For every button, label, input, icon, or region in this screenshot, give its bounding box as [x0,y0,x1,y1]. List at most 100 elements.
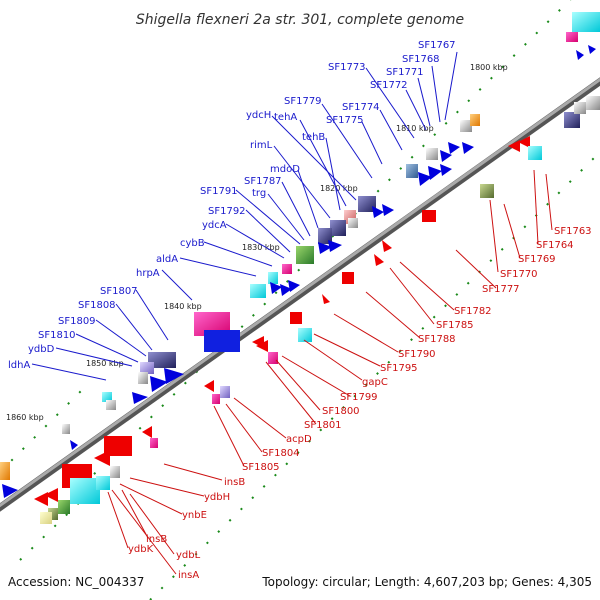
gene-label-fwd[interactable]: tehA [274,112,297,123]
gene-arrow-fwd[interactable] [288,280,300,292]
gene-block-rev[interactable] [58,500,70,514]
gene-arrow-fwd[interactable] [440,150,452,162]
gene-label-fwd[interactable]: SF1774 [342,102,380,113]
gene-block-rev[interactable] [298,328,312,342]
gene-arrow-fwd[interactable] [280,284,292,296]
gene-block-fwd[interactable] [572,12,600,32]
gene-arrow-rev[interactable] [508,140,520,152]
gene-label-rev[interactable]: SF1790 [398,349,436,360]
gene-label-fwd[interactable]: SF1775 [326,115,364,126]
gene-block-fwd[interactable] [470,114,480,126]
gene-label-rev[interactable]: SF1763 [554,226,592,237]
gene-label-rev[interactable]: SF1801 [304,420,342,431]
gene-block-rev[interactable] [150,438,158,448]
gene-arrow-rev[interactable] [382,240,392,252]
gene-label-rev[interactable]: SF1799 [340,392,378,403]
gene-block-fwd[interactable] [204,330,240,352]
gene-label-fwd[interactable]: SF1787 [244,176,282,187]
gene-label-rev[interactable]: ynbE [182,510,207,521]
gene-block-fwd[interactable] [564,112,580,128]
gene-block-rev[interactable] [110,466,120,478]
gene-label-fwd[interactable]: SF1768 [402,54,440,65]
gene-arrow-fwd[interactable] [132,392,148,404]
gene-label-rev[interactable]: SF1795 [380,363,418,374]
gene-label-fwd[interactable]: mdoD [270,164,300,175]
gene-label-fwd[interactable]: SF1772 [370,80,408,91]
gene-block-rev[interactable] [40,512,52,524]
gene-block-rev[interactable] [220,386,230,398]
gene-block-rev[interactable] [480,184,494,198]
gene-arrow-fwd[interactable] [2,484,18,498]
gene-label-fwd[interactable]: rimL [250,140,273,151]
gene-label-fwd[interactable]: cybB [180,238,205,249]
gene-block-rev[interactable] [96,476,110,490]
gene-arrow-rev[interactable] [204,380,214,392]
gene-label-fwd[interactable]: ydcA [202,220,227,231]
gene-block-fwd[interactable] [282,264,292,274]
gene-label-fwd[interactable]: SF1792 [208,206,246,217]
gene-arrow-fwd[interactable] [576,50,584,60]
gene-label-rev[interactable]: ydbL [176,550,201,561]
gene-label-rev[interactable]: SF1769 [518,254,556,265]
gene-block-rev[interactable] [70,478,100,504]
gene-block-rev[interactable] [422,210,436,222]
gene-label-fwd[interactable]: ldhA [8,360,30,371]
gene-label-rev[interactable]: SF1782 [454,306,492,317]
gene-arrow-rev[interactable] [322,294,330,304]
gene-block-fwd[interactable] [0,462,10,480]
gene-arrow-fwd[interactable] [428,166,442,180]
gene-label-rev[interactable]: SF1770 [500,269,538,280]
gene-block-fwd[interactable] [106,400,116,410]
gene-label-fwd[interactable]: SF1808 [78,300,116,311]
gene-arrow-fwd[interactable] [150,376,168,392]
gene-block-rev[interactable] [528,146,542,160]
gene-block-fwd[interactable] [574,102,586,114]
gene-arrow-rev[interactable] [34,492,48,506]
gene-label-rev[interactable]: insA [178,570,199,581]
gene-block-rev[interactable] [290,312,302,324]
gene-block-fwd[interactable] [138,372,148,384]
gene-label-rev[interactable]: SF1764 [536,240,574,251]
gene-arrow-fwd[interactable] [418,172,432,186]
gene-label-fwd[interactable]: aldA [156,254,178,265]
gene-arrow-rev[interactable] [142,426,152,438]
gene-label-fwd[interactable]: ydbD [28,344,55,355]
gene-block-rev[interactable] [268,352,278,364]
gene-block-rev[interactable] [104,436,132,456]
gene-arrow-fwd[interactable] [164,368,184,384]
gene-block-fwd[interactable] [330,220,346,236]
gene-block-fwd[interactable] [250,284,266,298]
gene-arrow-rev[interactable] [94,450,110,466]
gene-label-rev[interactable]: SF1804 [262,448,300,459]
gene-arrow-fwd[interactable] [328,240,342,252]
gene-label-rev[interactable]: SF1785 [436,320,474,331]
gene-label-fwd[interactable]: SF1771 [386,67,424,78]
gene-block-fwd[interactable] [348,218,358,228]
gene-label-fwd[interactable]: SF1810 [38,330,76,341]
gene-block-fwd[interactable] [62,424,70,434]
gene-arrow-fwd[interactable] [462,142,474,154]
gene-label-rev[interactable]: acpD [286,434,312,445]
gene-label-fwd[interactable]: ydcH [246,110,271,121]
gene-arrow-rev[interactable] [374,254,384,266]
gene-label-fwd[interactable]: SF1779 [284,96,322,107]
gene-block-fwd[interactable] [296,246,314,264]
gene-arrow-fwd[interactable] [382,204,394,216]
gene-block-rev[interactable] [48,508,58,520]
gene-label-rev[interactable]: ydbH [204,492,230,503]
gene-arrow-fwd[interactable] [270,282,282,294]
gene-label-rev[interactable]: insB [146,534,167,545]
gene-block-fwd[interactable] [358,196,376,212]
gene-arrow-rev[interactable] [252,336,264,348]
gene-block-fwd[interactable] [586,96,600,110]
gene-label-rev[interactable]: SF1788 [418,334,456,345]
gene-label-rev[interactable]: ydbK [128,544,154,555]
gene-label-fwd[interactable]: hrpA [136,268,160,279]
gene-label-rev[interactable]: SF1777 [482,284,520,295]
gene-label-rev[interactable]: SF1805 [242,462,280,473]
gene-label-fwd[interactable]: SF1791 [200,186,238,197]
gene-label-fwd[interactable]: trg [252,188,266,199]
gene-label-fwd[interactable]: SF1809 [58,316,96,327]
gene-arrow-fwd[interactable] [448,142,460,154]
gene-arrow-fwd[interactable] [372,206,384,218]
